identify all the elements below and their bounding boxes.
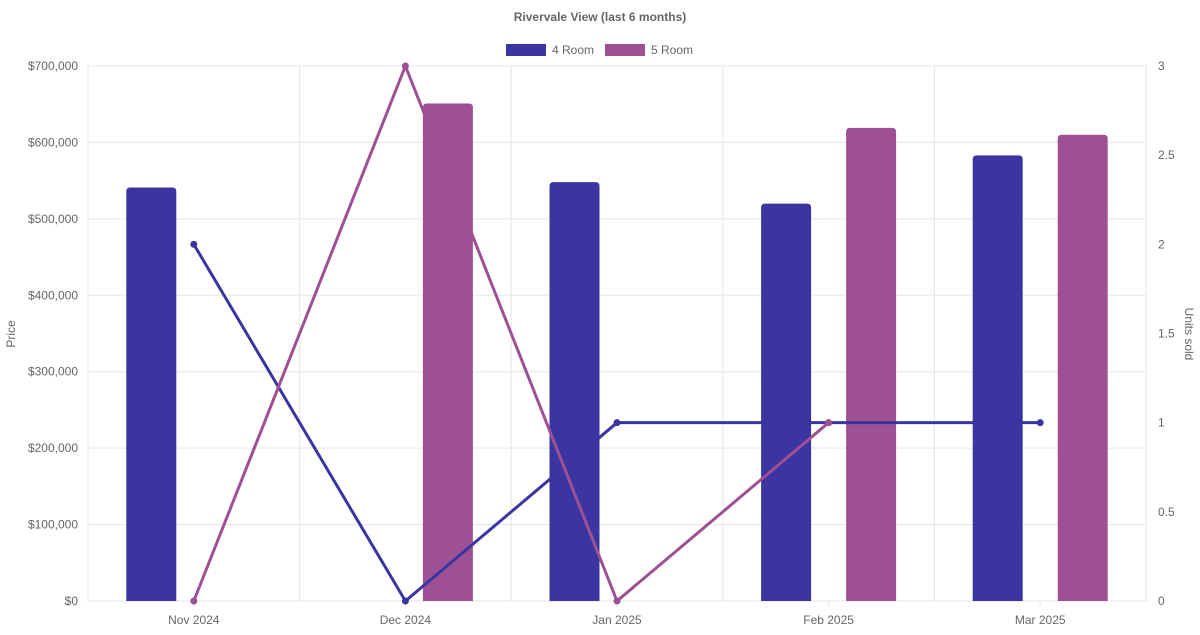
legend-swatch-series-1[interactable]	[506, 44, 546, 56]
x-tick-label: Mar 2025	[1015, 613, 1066, 627]
x-axis-ticks: Nov 2024 Dec 2024 Jan 2025 Feb 2025 Mar 2025	[168, 601, 1066, 627]
bar-4-room[interactable]	[972, 155, 1023, 601]
legend-swatch-series-2[interactable]	[605, 44, 645, 56]
legend-label-series-1[interactable]: 4 Room	[552, 43, 594, 57]
right-axis-title: Units sold	[1182, 308, 1196, 361]
left-axis-title: Price	[4, 320, 18, 348]
right-tick-label: 0.5	[1158, 505, 1175, 519]
left-tick-label: $400,000	[28, 288, 78, 302]
bar-4-room[interactable]	[761, 203, 812, 602]
lines	[190, 62, 1044, 605]
point-5-room[interactable]	[825, 419, 833, 427]
left-tick-label: $500,000	[28, 212, 78, 226]
point-4-room[interactable]	[613, 419, 621, 427]
legend[interactable]: 4 Room 5 Room	[506, 43, 693, 57]
point-4-room[interactable]	[401, 597, 409, 605]
point-5-room[interactable]	[190, 597, 198, 605]
gridlines	[87, 65, 1147, 602]
bar-5-room[interactable]	[422, 103, 473, 601]
chart-title: Rivervale View (last 6 months)	[514, 10, 687, 24]
right-tick-label: 2.5	[1158, 148, 1175, 162]
left-tick-label: $0	[65, 594, 79, 608]
bar-4-room[interactable]	[126, 187, 177, 601]
left-tick-label: $200,000	[28, 441, 78, 455]
bar-5-room[interactable]	[1057, 134, 1108, 602]
left-tick-label: $700,000	[28, 59, 78, 73]
x-tick-label: Dec 2024	[380, 613, 432, 627]
left-tick-label: $600,000	[28, 135, 78, 149]
left-axis-ticks: $0 $100,000 $200,000 $300,000 $400,000 $500,0…	[28, 59, 78, 608]
right-tick-label: 1.5	[1158, 327, 1175, 341]
x-tick-label: Jan 2025	[592, 613, 642, 627]
x-tick-label: Feb 2025	[803, 613, 854, 627]
right-axis-ticks: 0 0.5 1 1.5 2 2.5 3	[1158, 59, 1175, 608]
bars	[126, 103, 1108, 602]
left-tick-label: $300,000	[28, 365, 78, 379]
x-tick-label: Nov 2024	[168, 613, 220, 627]
bar-4-room[interactable]	[549, 182, 600, 601]
point-4-room[interactable]	[190, 240, 198, 248]
right-tick-label: 3	[1158, 59, 1165, 73]
point-4-room[interactable]	[1036, 419, 1044, 427]
left-tick-label: $100,000	[28, 518, 78, 532]
right-tick-label: 1	[1158, 416, 1165, 430]
line-5-room	[192, 64, 830, 603]
right-tick-label: 2	[1158, 237, 1165, 251]
right-tick-label: 0	[1158, 594, 1165, 608]
legend-label-series-2[interactable]: 5 Room	[651, 43, 693, 57]
point-5-room[interactable]	[613, 597, 621, 605]
bar-5-room[interactable]	[846, 127, 897, 602]
point-5-room[interactable]	[401, 62, 409, 70]
